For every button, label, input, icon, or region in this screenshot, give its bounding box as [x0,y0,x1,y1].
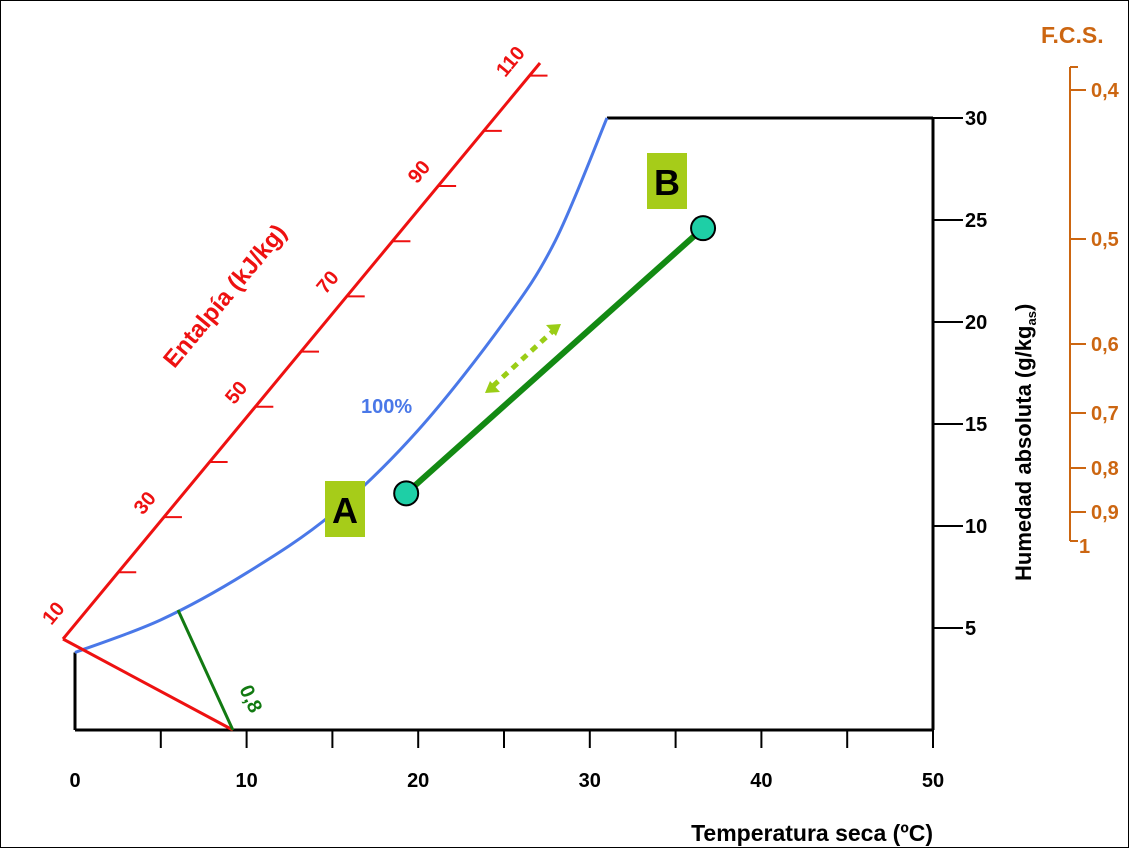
state-label-b: B [654,162,680,203]
state-point-a [393,480,420,507]
state-label-a: A [332,490,358,531]
enthalpy-tick-label: 110 [492,42,530,81]
shf-reference-line [176,609,235,731]
enthalpy-reference-line [62,637,234,732]
y-axis-title: Humedad absoluta (g/kgas) [1011,304,1039,581]
x-tick-label: 50 [922,770,944,792]
x-tick-label: 0 [69,770,80,792]
y-tick-label: 10 [965,516,987,538]
chart-curves [61,62,1086,732]
y-axis-title-sub: as [1024,311,1039,325]
chart-axes [73,116,963,748]
y-tick-label: 20 [965,312,987,334]
state-label-box-a [325,481,365,537]
fcs-tick-label: 0,6 [1091,334,1119,356]
process-layer [325,153,717,537]
x-tick-label: 30 [579,770,601,792]
enthalpy-tick-label: 30 [130,488,161,519]
shf-reference-label: 0,8 [234,682,266,717]
fcs-tick-label: 0,7 [1091,403,1119,425]
fcs-tick-label: 0,9 [1091,502,1119,524]
fcs-tick-label: 0,5 [1091,229,1119,251]
x-tick-label: 20 [407,770,429,792]
fcs-tick-label: 1 [1079,536,1090,558]
enthalpy-tick-label: 70 [313,267,344,298]
fcs-tick-label: 0,8 [1091,458,1119,480]
enthalpy-tick-label: 90 [404,157,435,188]
y-axis-title-close: ) [1011,304,1036,311]
enthalpy-tick-label: 50 [221,377,252,408]
state-label-box-b [647,153,687,209]
y-tick-label: 30 [965,108,987,130]
saturation-curve-label: 100% [361,396,412,418]
fcs-tick-label: 0,4 [1091,80,1120,102]
y-axis-title-main: Humedad absoluta (g/kg [1011,326,1036,581]
state-point-b [690,215,717,242]
enthalpy-scale-title: Entalpía (kJ/kg) [158,219,292,373]
process-direction-arrow [491,329,555,388]
x-tick-label: 10 [235,770,257,792]
process-line [404,225,706,496]
y-tick-label: 25 [965,210,987,232]
arrow-head-end [546,324,561,336]
chart-labels: 0 10 20 30 40 50 5 10 15 20 25 30 Temperatura seca (… [38,22,1119,846]
arrow-head-start [485,381,500,393]
x-axis-title: Temperatura seca (ºC) [691,820,933,846]
y-tick-label: 5 [965,618,976,640]
enthalpy-tick-label: 10 [38,598,69,629]
x-tick-label: 40 [750,770,772,792]
fcs-scale-title: F.C.S. [1041,22,1104,48]
y-tick-label: 15 [965,414,987,436]
